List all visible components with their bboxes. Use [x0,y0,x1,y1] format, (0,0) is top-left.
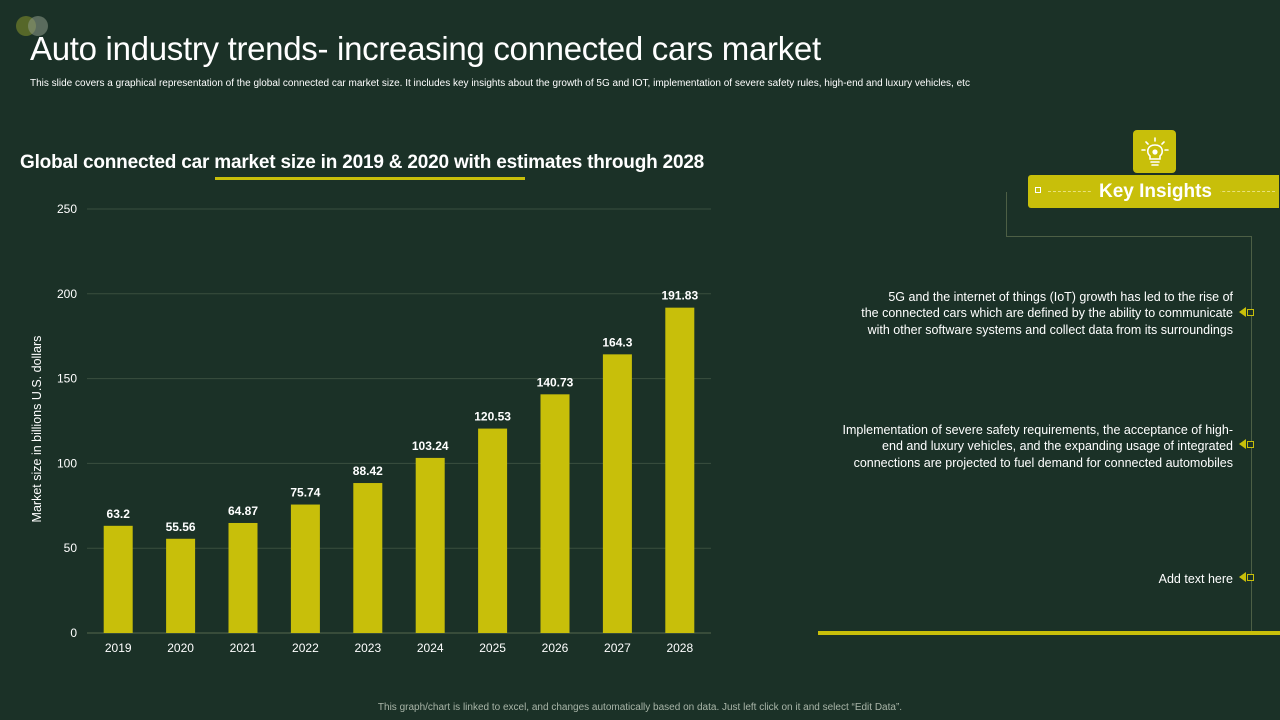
logo-dots [16,16,56,38]
data-label: 64.87 [228,504,258,518]
chart-title: Global connected car market size in 2019… [20,152,705,173]
insight-marker-icon [1239,439,1257,449]
y-axis-ticks: 0 50 100 150 200 250 [57,202,77,640]
data-labels: 63.2 55.56 64.87 75.74 88.42 103.24 120.53 140.… [107,289,699,534]
insight-text-2: Implementation of severe safety requirem… [842,423,1234,470]
insight-marker-icon [1239,572,1257,582]
bar-2022[interactable] [290,504,320,633]
x-tick-label: 2025 [479,641,506,655]
data-label: 88.42 [353,464,383,478]
y-tick-label: 150 [57,372,77,386]
insight-text-3[interactable]: Add text here [1158,572,1233,586]
data-label: 191.83 [661,289,698,303]
bottom-accent-bar [818,631,1280,635]
bar-chart[interactable]: 0 50 100 150 200 250 63.2 55.56 64.87 75.74 88.42… [0,190,730,670]
insight-marker-icon [1239,307,1257,317]
bar-2026[interactable] [540,394,570,633]
bar-2023[interactable] [353,483,383,633]
x-axis-ticks: 2019 2020 2021 2022 2023 2024 2025 2026 2027 2028 [105,641,694,655]
connector-line-vertical-left [1006,192,1007,237]
y-tick-label: 250 [57,202,77,216]
bar-2025[interactable] [478,428,508,633]
y-tick-label: 200 [57,287,77,301]
header-square-icon [1035,187,1041,193]
bar-2021[interactable] [228,522,258,633]
bar-2019[interactable] [103,525,133,633]
x-tick-label: 2019 [105,641,132,655]
y-tick-label: 0 [70,626,77,640]
x-tick-label: 2024 [417,641,444,655]
key-insights-title: Key Insights [1091,181,1220,202]
x-tick-label: 2023 [354,641,381,655]
x-tick-label: 2028 [666,641,693,655]
data-label: 120.53 [474,410,511,424]
data-label: 103.24 [412,439,449,453]
bar-2027[interactable] [602,354,632,633]
data-label: 164.3 [602,335,632,349]
lightbulb-gear-icon [1133,130,1176,173]
page-subtitle: This slide covers a graphical representa… [30,78,970,89]
y-axis-label: Market size in billions U.S. dollars [30,336,44,523]
x-tick-label: 2026 [542,641,569,655]
data-label: 75.74 [290,486,320,500]
bar-2028[interactable] [665,307,695,633]
x-tick-label: 2020 [167,641,194,655]
bar-2024[interactable] [415,457,445,633]
y-tick-label: 50 [64,541,78,555]
data-label: 140.73 [537,375,574,389]
connector-line-vertical-right [1251,236,1252,632]
x-tick-label: 2022 [292,641,319,655]
data-label: 63.2 [107,507,131,521]
footer-note: This graph/chart is linked to excel, and… [377,702,903,713]
logo-dot-light [28,16,48,36]
x-tick-label: 2027 [604,641,631,655]
bar-2020[interactable] [166,538,196,633]
connector-line-horizontal [1006,236,1251,237]
chart-bars [103,307,695,633]
page-title: Auto industry trends- increasing connect… [30,30,821,67]
key-insights-header: Key Insights [1028,175,1279,208]
chart-title-underline [215,177,525,180]
data-label: 55.56 [166,520,196,534]
x-tick-label: 2021 [230,641,257,655]
insight-text-1: 5G and the internet of things (IoT) grow… [861,290,1233,337]
y-tick-label: 100 [57,456,77,470]
